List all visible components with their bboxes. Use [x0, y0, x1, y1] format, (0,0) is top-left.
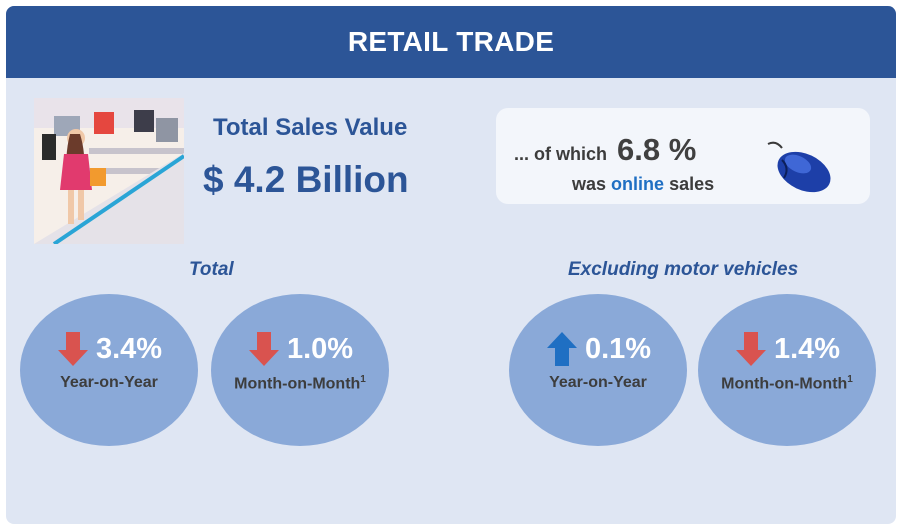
total-mom-label: Month-on-Month1	[234, 374, 366, 393]
online-was: was	[572, 174, 607, 194]
total-yoy-label: Year-on-Year	[60, 374, 158, 391]
excluding-mom-label: Month-on-Month1	[721, 374, 853, 393]
total-sales-label: Total Sales Value	[213, 114, 408, 141]
online-sales-line2: was online sales	[572, 174, 714, 195]
total-mom-value: 1.0%	[286, 332, 354, 365]
online-word: online	[611, 174, 665, 194]
excluding-yoy-label: Year-on-Year	[549, 374, 647, 391]
up-arrow-icon	[546, 332, 577, 366]
online-sales-line1: ... of which 6.8 %	[514, 132, 696, 168]
online-percent: 6.8 %	[617, 132, 697, 167]
total-yoy-bubble: 3.4% Year-on-Year	[20, 294, 198, 446]
total-yoy-value: 3.4%	[95, 332, 163, 365]
footnote-marker: 1	[360, 374, 366, 385]
down-arrow-icon	[735, 332, 766, 366]
total-mom-bubble: 1.0% Month-on-Month1	[211, 294, 389, 446]
total-sales-value: $ 4.2 Billion	[203, 159, 409, 200]
section-title-excluding: Excluding motor vehicles	[568, 259, 799, 280]
excluding-yoy-value: 0.1%	[584, 332, 652, 365]
down-arrow-icon	[57, 332, 88, 366]
down-arrow-icon	[248, 332, 279, 366]
online-suffix: sales	[669, 174, 715, 194]
shopping-illustration	[34, 98, 184, 244]
page-title: RETAIL TRADE	[347, 26, 555, 57]
section-title-total: Total	[189, 259, 234, 280]
excluding-yoy-bubble: 0.1% Year-on-Year	[509, 294, 687, 446]
header-bar: RETAIL TRADE	[6, 6, 896, 78]
excluding-mom-bubble: 1.4% Month-on-Month1	[698, 294, 876, 446]
footnote-marker: 1	[847, 374, 853, 385]
computer-mouse-icon	[767, 141, 831, 193]
retail-trade-card: RETAIL TRADE Total Sales Value $ 4.2 Bil…	[6, 6, 896, 524]
online-prefix: ... of which	[514, 144, 607, 164]
excluding-mom-value: 1.4%	[773, 332, 841, 365]
online-sales-box: ... of which 6.8 % was online sales	[496, 108, 870, 204]
